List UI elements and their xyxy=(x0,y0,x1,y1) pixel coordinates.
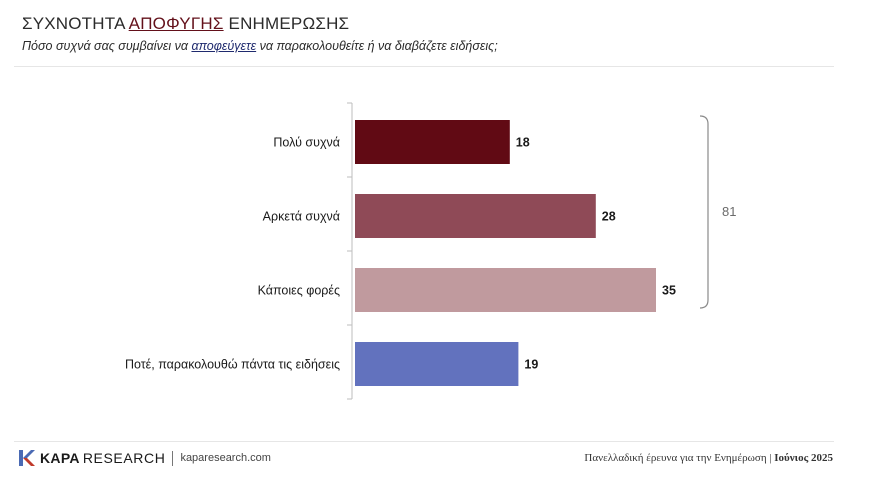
category-label: Ποτέ, παρακολουθώ πάντα τις ειδήσεις xyxy=(125,358,340,372)
data-label: 35 xyxy=(662,284,676,298)
logo-kapa-text: KAPA xyxy=(40,450,80,466)
footer-separator: | xyxy=(769,452,772,464)
title-highlight: ΑΠΟΦΥΓΗΣ xyxy=(128,14,224,33)
data-label: 18 xyxy=(516,136,530,150)
footer-divider xyxy=(14,441,834,442)
bar xyxy=(355,342,519,386)
subtitle-text-pre: Πόσο συχνά σας συμβαίνει να xyxy=(22,39,192,53)
bar xyxy=(355,120,510,164)
footer-date: Ιούνιος 2025 xyxy=(774,452,833,464)
total-bracket xyxy=(699,115,709,309)
logo-separator xyxy=(172,450,174,466)
footer-logo: KAPA RESEARCH kaparesearch.com xyxy=(18,449,271,467)
subtitle-highlight: αποφεύγετε xyxy=(191,39,257,53)
footer-survey-text: Πανελλαδική έρευνα για την Ενημέρωση xyxy=(584,452,767,464)
bracket-total-label: 81 xyxy=(722,204,736,219)
data-label: 19 xyxy=(524,358,538,372)
category-label: Αρκετά συχνά xyxy=(263,210,340,224)
category-label: Πολύ συχνά xyxy=(273,136,340,150)
category-label: Κάποιες φορές xyxy=(258,284,340,298)
page-title: ΣΥΧΝΟΤΗΤΑ ΑΠΟΦΥΓΗΣ ΕΝΗΜΕΡΩΣΗΣ xyxy=(22,14,349,34)
title-text-post: ΕΝΗΜΕΡΩΣΗΣ xyxy=(223,14,350,33)
data-label: 28 xyxy=(602,210,616,224)
logo-research-text: RESEARCH xyxy=(82,450,166,466)
page-subtitle: Πόσο συχνά σας συμβαίνει να αποφεύγετε ν… xyxy=(22,39,498,53)
subtitle-text-post: να παρακολουθείτε ή να διαβάζετε ειδήσει… xyxy=(256,39,498,53)
header-divider xyxy=(14,66,834,67)
bar xyxy=(355,194,596,238)
bar xyxy=(355,268,656,312)
kapa-logo-icon xyxy=(19,450,35,466)
footer-url: kaparesearch.com xyxy=(180,452,271,464)
title-text-pre: ΣΥΧΝΟΤΗΤΑ xyxy=(22,14,129,33)
bar-chart: Πολύ συχνά 18 Αρκετά συχνά 28 Κάποιες φορές 3… xyxy=(125,102,736,400)
footer-survey-info: Πανελλαδική έρευνα για την Ενημέρωση | Ι… xyxy=(584,452,833,464)
